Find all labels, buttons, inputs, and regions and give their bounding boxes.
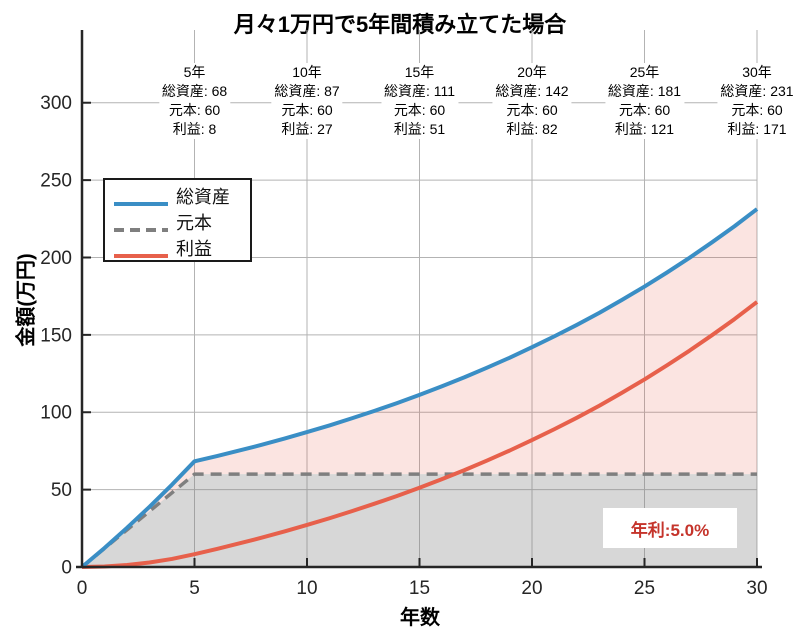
x-axis-label: 年数 — [400, 607, 440, 629]
x-tick-label: 20 — [521, 578, 542, 599]
x-tick-label: 0 — [77, 578, 88, 599]
y-tick-label: 250 — [40, 171, 72, 192]
series-line-総資産 — [80, 207, 759, 569]
y-tick-label: 100 — [40, 403, 72, 424]
legend: 総資産 元本 利益 — [103, 178, 252, 262]
legend-item-principal: 元本 — [113, 209, 242, 235]
legend-label-total: 総資産 — [176, 187, 230, 207]
legend-label-principal: 元本 — [176, 213, 212, 233]
profit-line-swatch-icon — [113, 244, 169, 258]
legend-label-profit: 利益 — [176, 239, 212, 259]
fill-principal-area — [82, 474, 757, 567]
y-tick-label: 300 — [40, 93, 72, 114]
legend-item-profit: 利益 — [113, 235, 242, 261]
y-axis-label: 金額(万円) — [15, 253, 38, 347]
series-line-利益 — [81, 300, 759, 569]
chart-title: 月々1万円で5年間積み立てた場合 — [233, 12, 567, 37]
principal-line-swatch-icon — [113, 218, 169, 232]
fill-profit-area — [82, 209, 757, 568]
x-tick-label: 5 — [189, 578, 200, 599]
annual-rate-label: 年利:5.0% — [603, 508, 737, 548]
y-tick-label: 50 — [51, 480, 72, 501]
y-tick-label: 0 — [61, 558, 72, 579]
series-line-元本 — [80, 472, 757, 569]
total-line-swatch-icon — [113, 192, 169, 206]
x-tick-label: 30 — [746, 578, 767, 599]
y-tick-label: 200 — [40, 248, 72, 269]
y-tick-label: 150 — [40, 325, 72, 346]
legend-item-total: 総資産 — [113, 183, 242, 209]
x-tick-label: 25 — [634, 578, 655, 599]
x-tick-label: 15 — [409, 578, 430, 599]
x-tick-label: 10 — [296, 578, 317, 599]
